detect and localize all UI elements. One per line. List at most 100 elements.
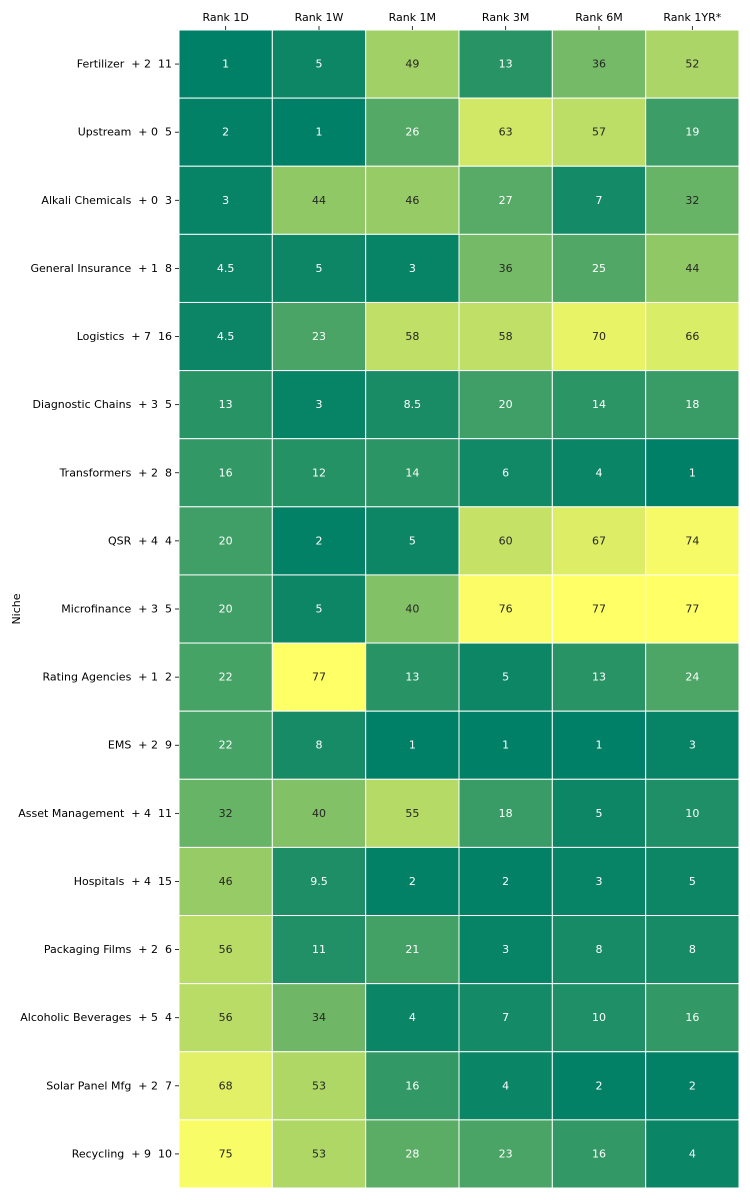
cell-value-label: 34: [312, 1011, 326, 1024]
cell-value-label: 24: [685, 671, 699, 684]
cell-value-label: 58: [499, 330, 513, 343]
row-label: Microfinance + 3 5: [61, 603, 172, 616]
cell-value-label: 57: [592, 126, 606, 139]
heatmap-cell: [551, 915, 647, 985]
cell-value-label: 8.5: [404, 398, 422, 411]
heatmap-cell: [458, 97, 553, 167]
heatmap-cell: [365, 301, 460, 372]
heatmap-cell: [271, 29, 367, 99]
heatmap-cell: [458, 1119, 553, 1189]
row-label: Hospitals + 4 15: [74, 875, 172, 888]
cell-value-label: 36: [592, 58, 606, 71]
heatmap-cell: [178, 438, 273, 508]
heatmap-cell: [645, 710, 740, 780]
heatmap-cell: [645, 1051, 740, 1121]
row-label: Fertilizer + 2 11: [77, 58, 172, 71]
heatmap-cell: [458, 506, 553, 576]
cell-value-label: 8: [316, 739, 323, 752]
cell-value-label: 28: [405, 1147, 419, 1160]
cell-value-label: 23: [312, 330, 326, 343]
heatmap-cell: [458, 846, 553, 917]
heatmap-cell: [178, 574, 273, 644]
row-label: QSR + 4 4: [108, 534, 172, 547]
row-label: Asset Management + 4 11: [18, 807, 172, 820]
heatmap-cell: [365, 846, 460, 917]
heatmap-cell: [365, 438, 460, 508]
heatmap-cell: [645, 846, 740, 917]
row-label: Rating Agencies + 1 2: [42, 671, 172, 684]
heatmap-cell: [178, 506, 273, 576]
cell-value-label: 55: [405, 807, 419, 820]
cell-value-label: 32: [685, 194, 699, 207]
heatmap-cell: [551, 1051, 647, 1121]
row-label: Solar Panel Mfg + 2 7: [46, 1079, 172, 1092]
row-label: Packaging Films + 2 6: [44, 943, 172, 956]
cell-value-label: 2: [596, 1079, 603, 1092]
heatmap-cell: [365, 233, 460, 303]
cell-value-label: 5: [316, 262, 323, 275]
column-label: Rank 6M: [575, 11, 622, 24]
heatmap-cell: [645, 233, 740, 303]
cell-value-label: 58: [405, 330, 419, 343]
cell-value-label: 49: [405, 58, 419, 71]
heatmap-cell: [458, 233, 553, 303]
heatmap-cell: [271, 778, 367, 848]
heatmap-cell: [271, 233, 367, 303]
cell-value-label: 3: [316, 398, 323, 411]
cell-value-label: 40: [405, 603, 419, 616]
cell-value-label: 77: [312, 671, 326, 684]
cell-value-label: 10: [592, 1011, 606, 1024]
heatmap-cell: [458, 710, 553, 780]
heatmap-cell: [458, 438, 553, 508]
cell-value-label: 1: [596, 739, 603, 752]
cell-value-label: 3: [502, 943, 509, 956]
cell-value-label: 8: [596, 943, 603, 956]
heatmap-cell: [645, 1119, 740, 1189]
row-label: General Insurance + 1 8: [30, 262, 172, 275]
cell-value-label: 2: [689, 1079, 696, 1092]
heatmap-cell: [551, 29, 647, 99]
heatmap-cell: [178, 846, 273, 917]
row-label: Alcoholic Beverages + 5 4: [20, 1011, 172, 1024]
cell-value-label: 68: [219, 1079, 233, 1092]
cell-value-label: 56: [219, 943, 233, 956]
heatmap-cell: [178, 642, 273, 712]
column-label: Rank 1W: [295, 11, 344, 24]
heatmap-cell: [645, 438, 740, 508]
heatmap-cell: [551, 506, 647, 576]
row-label: Transformers + 2 8: [59, 466, 172, 479]
cell-value-label: 53: [312, 1147, 326, 1160]
heatmap-cell: [551, 846, 647, 917]
cell-value-label: 70: [592, 330, 606, 343]
cell-value-label: 5: [502, 671, 509, 684]
heatmap-cell: [178, 233, 273, 303]
heatmap-cell: [271, 97, 367, 167]
row-label: Recycling + 9 10: [72, 1147, 172, 1160]
heatmap-cell: [271, 1051, 367, 1121]
heatmap-cell: [645, 506, 740, 576]
cell-value-label: 25: [592, 262, 606, 275]
heatmap-cell: [645, 370, 740, 440]
cell-value-label: 1: [502, 739, 509, 752]
heatmap-cell: [178, 29, 273, 99]
cell-value-label: 3: [689, 739, 696, 752]
cell-value-label: 8: [689, 943, 696, 956]
heatmap-cell: [365, 1119, 460, 1189]
heatmap-cell: [271, 438, 367, 508]
cell-value-label: 76: [499, 603, 513, 616]
heatmap-cell: [551, 983, 647, 1053]
row-label: EMS + 2 9: [108, 739, 172, 752]
heatmap-cell: [551, 233, 647, 303]
cell-value-label: 4.5: [217, 330, 235, 343]
heatmap-cell: [645, 778, 740, 848]
row-labels: Fertilizer + 2 11 Upstream + 0 5 Alkali Ch…: [18, 58, 179, 1160]
heatmap-cell: [365, 574, 460, 644]
heatmap-cell: [365, 915, 460, 985]
heatmap-cell: [551, 642, 647, 712]
cell-value-label: 6: [502, 466, 509, 479]
cell-value-label: 16: [405, 1079, 419, 1092]
cell-value-label: 66: [685, 330, 699, 343]
cell-value-label: 4.5: [217, 262, 235, 275]
cell-value-label: 7: [502, 1011, 509, 1024]
